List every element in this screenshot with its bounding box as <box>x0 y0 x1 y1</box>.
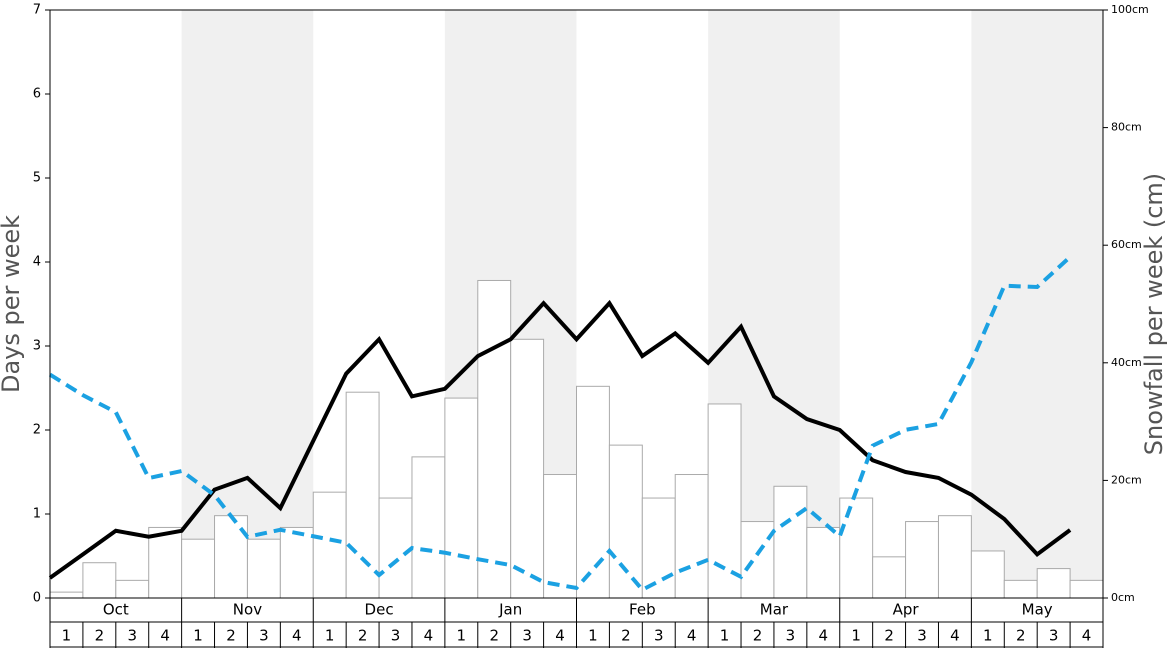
bar <box>970 550 1005 599</box>
bar <box>1003 579 1038 599</box>
week-label: 1 <box>983 627 993 645</box>
week-label: 3 <box>391 627 401 645</box>
bar <box>510 338 545 599</box>
week-label: 4 <box>292 627 302 645</box>
bar <box>1069 579 1104 599</box>
week-label: 2 <box>1016 627 1026 645</box>
month-label: Dec <box>365 601 394 619</box>
y2-tick-label: 80cm <box>1111 121 1142 134</box>
week-label: 3 <box>127 627 137 645</box>
week-label: 1 <box>457 627 467 645</box>
week-label: 4 <box>687 627 697 645</box>
week-label: 1 <box>720 627 730 645</box>
month-label: Oct <box>103 601 129 619</box>
month-label: Feb <box>629 601 656 619</box>
dashed-line <box>48 255 1072 593</box>
week-label: 2 <box>226 627 236 645</box>
y-tick-label: 4 <box>33 255 41 270</box>
week-label: 3 <box>259 627 269 645</box>
month-label: Nov <box>233 601 262 619</box>
bar <box>312 491 347 599</box>
y2-axis-title: Snowfall per week (cm) <box>1140 173 1168 455</box>
bar <box>148 526 183 599</box>
bar <box>839 497 874 599</box>
y-tick-label: 7 <box>33 3 41 18</box>
week-label: 2 <box>95 627 105 645</box>
y-axis-title: Days per week <box>0 215 25 393</box>
week-label: 1 <box>325 627 335 645</box>
week-label: 4 <box>555 627 565 645</box>
month-label: Mar <box>760 601 789 619</box>
month-shade <box>971 10 1103 598</box>
week-label: 4 <box>950 627 960 645</box>
bar <box>444 397 479 599</box>
week-label: 2 <box>621 627 631 645</box>
bar <box>773 485 808 599</box>
y-tick-label: 2 <box>33 423 41 438</box>
month-shade <box>181 10 314 598</box>
y-tick-label: 0 <box>33 591 41 606</box>
bar <box>411 456 446 599</box>
bar <box>477 279 512 599</box>
y2-tick-label: 40cm <box>1111 356 1142 369</box>
bar <box>378 497 413 599</box>
week-label: 1 <box>193 627 203 645</box>
week-label: 3 <box>522 627 532 645</box>
y-tick-label: 1 <box>33 507 41 522</box>
bar <box>937 515 972 599</box>
week-label: 3 <box>654 627 664 645</box>
y2-tick-label: 0cm <box>1111 591 1135 604</box>
bar <box>905 521 939 599</box>
week-label: 4 <box>819 627 829 645</box>
bar <box>576 385 610 599</box>
week-label: 4 <box>160 627 170 645</box>
y2-tick-label: 100cm <box>1111 3 1149 16</box>
week-label: 4 <box>1082 627 1092 645</box>
bar <box>674 474 709 599</box>
bar <box>543 474 577 599</box>
bar <box>740 521 775 599</box>
week-label: 4 <box>424 627 434 645</box>
y-tick-label: 6 <box>33 87 41 102</box>
bar <box>641 497 676 599</box>
bar <box>1036 568 1071 599</box>
bar <box>608 444 643 599</box>
bar <box>806 526 841 599</box>
y-tick-label: 3 <box>33 339 41 354</box>
line <box>48 299 1072 580</box>
week-label: 2 <box>753 627 763 645</box>
week-label: 3 <box>1049 627 1059 645</box>
month-label: Apr <box>893 601 920 619</box>
week-label: 2 <box>489 627 499 645</box>
bar <box>115 579 150 599</box>
week-label: 1 <box>588 627 598 645</box>
week-label: 3 <box>786 627 796 645</box>
month-label: Jan <box>498 601 522 619</box>
week-label: 2 <box>884 627 894 645</box>
bar <box>246 538 281 599</box>
bar <box>279 526 314 599</box>
month-label: May <box>1022 601 1053 619</box>
y2-tick-label: 60cm <box>1111 238 1142 251</box>
week-label: 2 <box>358 627 368 645</box>
week-label: 1 <box>62 627 72 645</box>
bar <box>82 562 117 599</box>
bar <box>49 591 84 599</box>
bar <box>345 391 380 599</box>
y-tick-label: 5 <box>33 171 41 186</box>
bar <box>872 556 907 599</box>
bar <box>181 538 216 599</box>
y2-tick-label: 20cm <box>1111 473 1142 486</box>
week-label: 1 <box>851 627 861 645</box>
week-label: 3 <box>917 627 927 645</box>
